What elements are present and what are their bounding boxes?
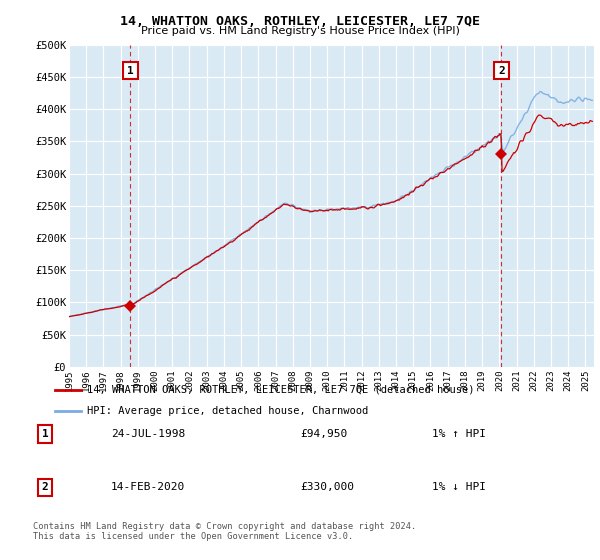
Text: 2: 2 bbox=[498, 66, 505, 76]
Text: HPI: Average price, detached house, Charnwood: HPI: Average price, detached house, Char… bbox=[86, 407, 368, 416]
Text: Price paid vs. HM Land Registry's House Price Index (HPI): Price paid vs. HM Land Registry's House … bbox=[140, 26, 460, 36]
Text: £330,000: £330,000 bbox=[300, 482, 354, 492]
Text: 14-FEB-2020: 14-FEB-2020 bbox=[111, 482, 185, 492]
Text: 24-JUL-1998: 24-JUL-1998 bbox=[111, 429, 185, 439]
Text: Contains HM Land Registry data © Crown copyright and database right 2024.
This d: Contains HM Land Registry data © Crown c… bbox=[33, 522, 416, 542]
Text: 1: 1 bbox=[41, 429, 49, 439]
Text: 2: 2 bbox=[41, 482, 49, 492]
Text: 14, WHATTON OAKS, ROTHLEY, LEICESTER, LE7 7QE (detached house): 14, WHATTON OAKS, ROTHLEY, LEICESTER, LE… bbox=[86, 385, 474, 395]
Text: 1: 1 bbox=[127, 66, 134, 76]
Text: 14, WHATTON OAKS, ROTHLEY, LEICESTER, LE7 7QE: 14, WHATTON OAKS, ROTHLEY, LEICESTER, LE… bbox=[120, 15, 480, 28]
Text: 1% ↓ HPI: 1% ↓ HPI bbox=[432, 482, 486, 492]
Text: £94,950: £94,950 bbox=[300, 429, 347, 439]
Text: 1% ↑ HPI: 1% ↑ HPI bbox=[432, 429, 486, 439]
